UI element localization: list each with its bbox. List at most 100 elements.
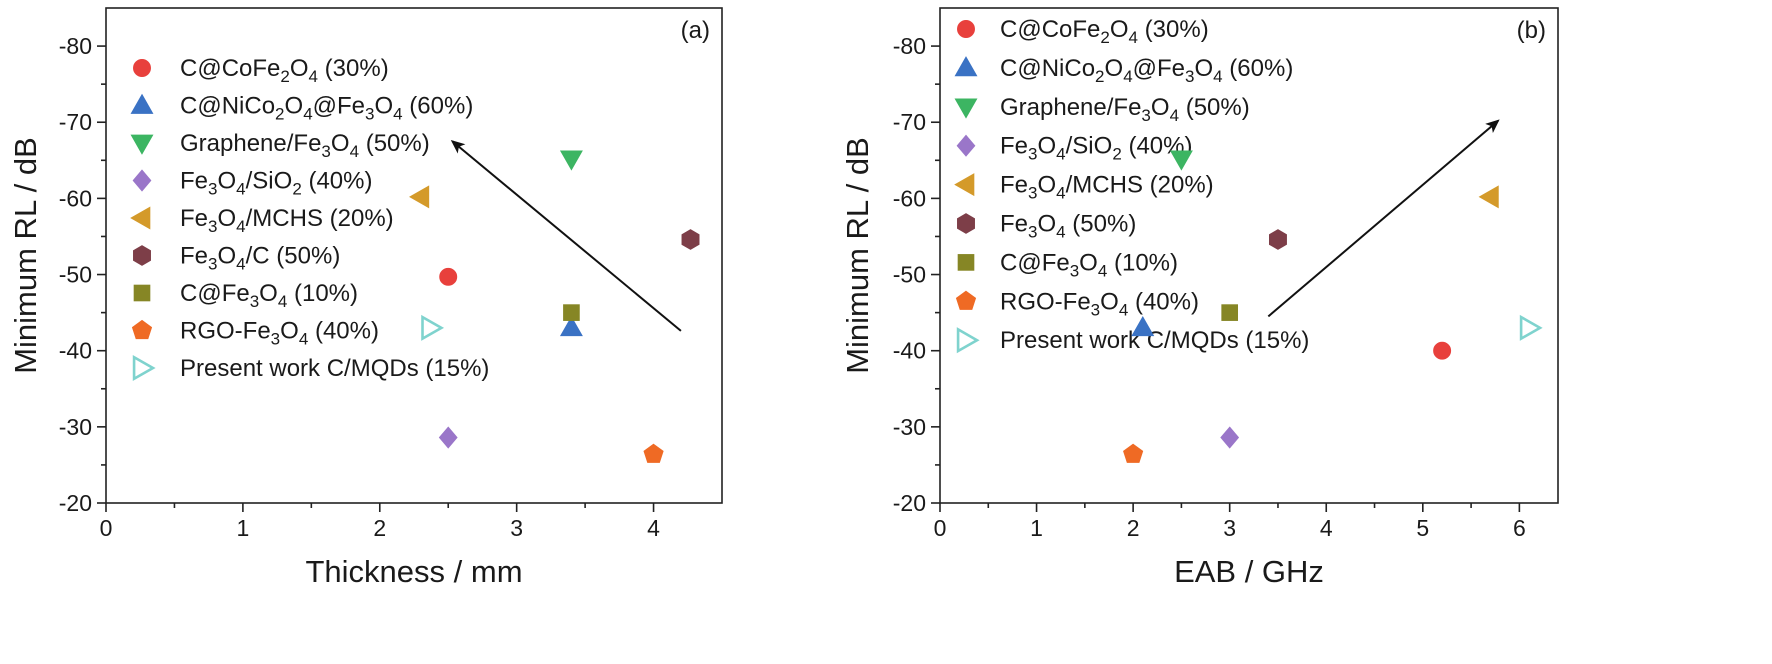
data-point	[1478, 185, 1499, 209]
legend-item: Graphene/Fe3​O4​ (50%)	[130, 130, 430, 161]
legend-item: C@NiCo2​O4​@Fe3​O4​ (60%)	[954, 55, 1293, 86]
legend-label: RGO-Fe3​O4​ (40%)	[180, 318, 379, 349]
legend-label: C@CoFe2​O4​ (30%)	[180, 55, 389, 86]
legend-label: Fe3​O4​/SiO2​ (40%)	[180, 168, 372, 199]
x-tick-label: 1	[236, 515, 249, 541]
y-axis-label: Minimum RL / dB	[840, 137, 875, 374]
x-tick-label: 2	[1127, 515, 1140, 541]
legend-marker	[133, 245, 151, 266]
legend-item: Fe3​O4​/C (50%)	[133, 243, 340, 274]
legend: C@CoFe2​O4​ (30%) C@NiCo2​O4​@Fe3​O4​ (60…	[130, 55, 489, 382]
legend-label: Present work C/MQDs (15%)	[1000, 327, 1309, 354]
legend-item: Present work C/MQDs (15%)	[956, 327, 1309, 354]
y-tick-label: -40	[893, 338, 926, 364]
legend-marker	[954, 98, 978, 119]
trend-arrow	[1267, 119, 1500, 318]
trend-arrow	[450, 139, 682, 332]
data-point	[409, 185, 430, 209]
y-tick-label: -60	[59, 185, 92, 211]
legend-item: RGO-Fe3​O4​ (40%)	[131, 318, 379, 349]
y-tick-label: -80	[893, 33, 926, 59]
legend-label: C@Fe3​O4​ (10%)	[1000, 249, 1178, 280]
data-point	[559, 150, 583, 171]
legend-label: Fe3​O4​/C (50%)	[180, 243, 340, 274]
x-tick-label: 3	[510, 515, 523, 541]
legend-marker	[132, 169, 152, 192]
legend-item: Fe3​O4​/MCHS (20%)	[130, 205, 394, 236]
legend-item: C@CoFe2​O4​ (30%)	[133, 55, 389, 86]
legend-marker	[954, 56, 978, 77]
data-point	[1268, 229, 1287, 250]
data-point	[1131, 316, 1155, 337]
data-point	[559, 316, 583, 337]
legend-label: Fe3​O4​ (50%)	[1000, 211, 1136, 242]
x-tick-label: 4	[647, 515, 660, 541]
data-point	[421, 314, 445, 341]
legend: C@CoFe2​O4​ (30%) C@NiCo2​O4​@Fe3​O4​ (60…	[954, 16, 1309, 354]
x-tick-label: 6	[1513, 515, 1526, 541]
y-tick-label: -60	[893, 185, 926, 211]
chart-panel-a: 0 1 2 3 4 -20 -30 -40 -50 -60 -70 -80 Thickness / mm…	[8, 7, 723, 589]
y-tick-label: -30	[59, 414, 92, 440]
legend-marker	[957, 254, 975, 271]
legend-marker	[954, 173, 975, 197]
legend-item: Fe3​O4​/SiO2​ (40%)	[956, 133, 1192, 164]
y-tick-label: -70	[893, 109, 926, 135]
legend-marker	[957, 20, 975, 38]
data-points	[409, 150, 700, 463]
data-point	[1123, 443, 1144, 463]
x-tick-label: 2	[373, 515, 386, 541]
data-point	[643, 443, 664, 463]
legend-marker	[133, 284, 151, 302]
legend-item: C@Fe3​O4​ (10%)	[957, 249, 1178, 280]
legend-label: C@Fe3​O4​ (10%)	[180, 280, 358, 311]
y-tick-label: -80	[59, 33, 92, 59]
y-tick-label: -70	[59, 109, 92, 135]
legend-label: Graphene/Fe3​O4​ (50%)	[1000, 94, 1250, 125]
x-tick-label: 4	[1320, 515, 1333, 541]
data-point	[439, 267, 458, 286]
data-point	[1433, 341, 1452, 360]
legend-label: Fe3​O4​/MCHS (20%)	[180, 205, 394, 236]
legend-item: C@NiCo2​O4​@Fe3​O4​ (60%)	[130, 93, 473, 124]
legend-label: C@CoFe2​O4​ (30%)	[1000, 16, 1209, 47]
plot-frame	[105, 7, 723, 504]
legend-label: Fe3​O4​/MCHS (20%)	[1000, 172, 1214, 203]
y-tick-label: -50	[893, 262, 926, 288]
legend-marker	[133, 59, 151, 77]
legend-item: Fe3​O4​ (50%)	[957, 211, 1136, 242]
x-tick-label: 0	[934, 515, 947, 541]
legend-item: Fe3​O4​/MCHS (20%)	[954, 172, 1214, 203]
data-point	[1220, 426, 1240, 449]
x-tick-label: 3	[1223, 515, 1236, 541]
legend-label: Present work C/MQDs (15%)	[180, 355, 489, 382]
x-tick-label: 1	[1030, 515, 1043, 541]
legend-item: Graphene/Fe3​O4​ (50%)	[954, 94, 1250, 125]
legend-label: Graphene/Fe3​O4​ (50%)	[180, 130, 430, 161]
y-tick-label: -20	[59, 490, 92, 516]
legend-item: RGO-Fe3​O4​ (40%)	[955, 288, 1199, 319]
data-point	[438, 426, 458, 449]
legend-marker	[130, 134, 154, 155]
x-axis-label: Thickness / mm	[305, 554, 522, 589]
panel-label: (a)	[681, 17, 710, 44]
legend-item: Present work C/MQDs (15%)	[132, 354, 489, 382]
data-point	[1169, 150, 1193, 171]
legend-item: C@CoFe2​O4​ (30%)	[957, 16, 1209, 47]
data-points	[1123, 150, 1543, 463]
y-tick-label: -20	[893, 490, 926, 516]
x-axis-label: EAB / GHz	[1174, 554, 1324, 589]
y-axis-label: Minimum RL / dB	[8, 137, 43, 374]
legend-item: Fe3​O4​/SiO2​ (40%)	[132, 168, 372, 199]
legend-marker	[956, 327, 980, 354]
x-tick-label: 5	[1416, 515, 1429, 541]
panel-label: (b)	[1517, 17, 1546, 44]
plot-frame	[939, 7, 1559, 504]
legend-label: Fe3​O4​/SiO2​ (40%)	[1000, 133, 1192, 164]
legend-marker	[957, 213, 975, 234]
y-tick-label: -50	[59, 262, 92, 288]
data-point	[1519, 314, 1543, 341]
legend-marker	[132, 354, 156, 382]
data-point	[563, 304, 580, 321]
